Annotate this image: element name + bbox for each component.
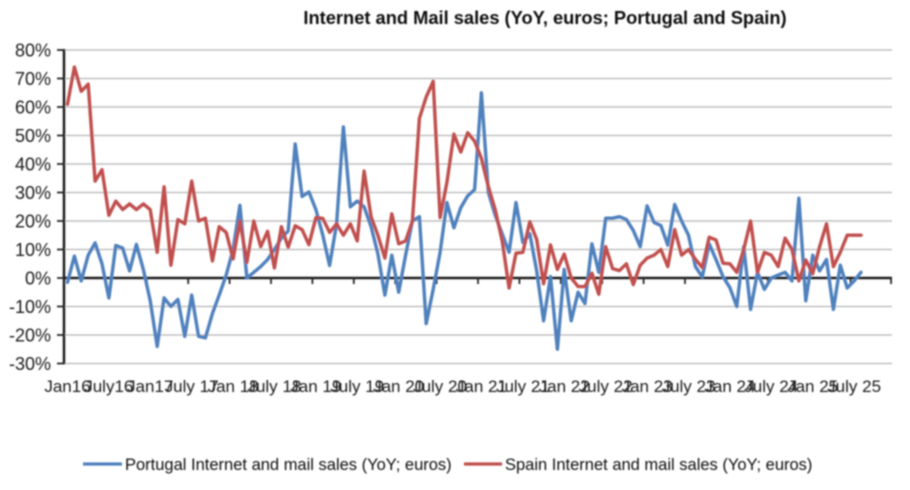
- svg-text:-20%: -20%: [9, 326, 51, 346]
- svg-text:Internet and Mail sales (YoY,: Internet and Mail sales (YoY, euros; Por…: [303, 7, 786, 28]
- svg-text:Jan 18: Jan 18: [208, 377, 259, 396]
- svg-text:Jan 23: Jan 23: [622, 377, 673, 396]
- svg-text:July 18: July 18: [247, 377, 301, 396]
- svg-text:July 17: July 17: [165, 377, 219, 396]
- svg-text:30%: 30%: [15, 183, 51, 203]
- svg-text:July16: July16: [84, 377, 133, 396]
- svg-text:Jan 22: Jan 22: [539, 377, 590, 396]
- svg-text:Portugal Internet and mail sal: Portugal Internet and mail sales (YoY; e…: [125, 456, 452, 474]
- svg-text:July 23: July 23: [662, 377, 716, 396]
- svg-text:July 25: July 25: [827, 377, 881, 396]
- svg-text:Jan 25: Jan 25: [787, 377, 838, 396]
- svg-text:70%: 70%: [15, 69, 51, 89]
- svg-text:Spain Internet and mail sales: Spain Internet and mail sales (YoY; euro…: [505, 456, 812, 474]
- svg-text:July 22: July 22: [579, 377, 633, 396]
- svg-text:Jan 20: Jan 20: [373, 377, 424, 396]
- svg-text:July 24: July 24: [744, 377, 798, 396]
- svg-text:60%: 60%: [15, 98, 51, 118]
- svg-text:July 19: July 19: [330, 377, 384, 396]
- svg-text:50%: 50%: [15, 126, 51, 146]
- svg-text:Jan 24: Jan 24: [704, 377, 755, 396]
- svg-text:80%: 80%: [15, 41, 51, 61]
- svg-text:Jan16: Jan16: [44, 377, 90, 396]
- svg-text:-10%: -10%: [9, 297, 51, 317]
- svg-text:Jan 19: Jan 19: [290, 377, 341, 396]
- svg-text:Jan17: Jan17: [127, 377, 173, 396]
- svg-text:20%: 20%: [15, 212, 51, 232]
- svg-text:0%: 0%: [25, 269, 51, 289]
- svg-text:-30%: -30%: [9, 354, 51, 374]
- svg-text:40%: 40%: [15, 155, 51, 175]
- svg-text:10%: 10%: [15, 240, 51, 260]
- svg-text:Jan 21: Jan 21: [456, 377, 507, 396]
- svg-text:July 21: July 21: [496, 377, 550, 396]
- svg-text:July 20: July 20: [413, 377, 467, 396]
